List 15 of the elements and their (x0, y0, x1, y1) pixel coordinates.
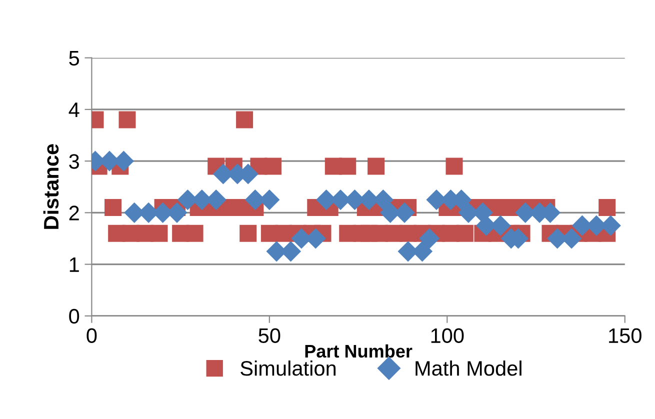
legend-label: Math Model (416, 360, 522, 376)
x-tick-label: 100 (431, 328, 464, 344)
x-axis-title: Part Number (305, 344, 412, 358)
legend-label: Simulation (240, 360, 336, 376)
y-tick-label: 5 (69, 51, 80, 66)
y-tick-label: 4 (68, 102, 80, 117)
x-tick-label: 50 (258, 328, 280, 344)
y-tick-label: 0 (69, 308, 80, 324)
y-tick-label: 1 (70, 258, 79, 272)
point (419, 228, 440, 249)
x-tick-label: 150 (609, 328, 642, 344)
y-tick-label: 2 (69, 206, 79, 220)
y-axis-title: Distance (43, 144, 59, 229)
y-tick-label: 3 (69, 154, 79, 169)
x-tick-label: 0 (86, 328, 97, 344)
